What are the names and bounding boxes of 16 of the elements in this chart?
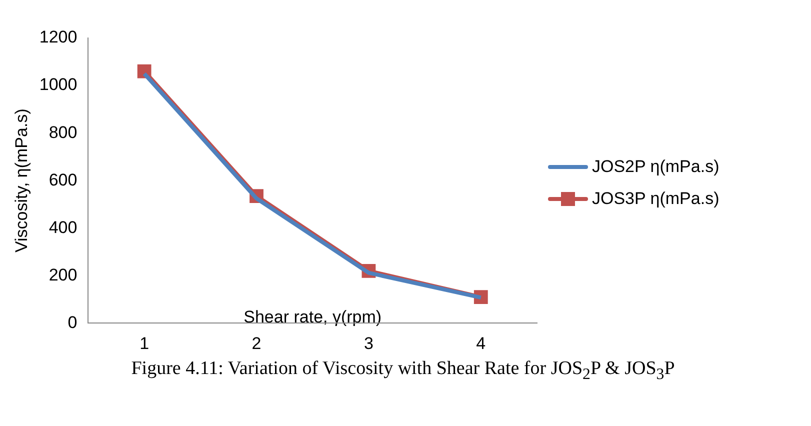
x-tick-label: 3: [364, 334, 374, 354]
legend-label: JOS3P η(mPa.s): [592, 189, 720, 209]
y-tick-label: 200: [48, 265, 78, 284]
x-axis-title: Shear rate, γ(rpm): [244, 307, 382, 326]
y-tick-label: 1000: [39, 75, 78, 94]
x-tick-label: 2: [252, 334, 262, 354]
y-tick-label: 0: [68, 312, 78, 332]
legend-label: JOS2P η(mPa.s): [592, 157, 720, 177]
y-axis-title: Viscosity, η(mPa.s): [12, 108, 31, 253]
y-tick-label: 600: [48, 170, 78, 190]
y-tick-label: 1200: [39, 28, 78, 47]
x-tick-label: 1: [140, 334, 150, 354]
y-tick-label: 400: [48, 218, 78, 237]
y-tick-label: 800: [48, 122, 78, 142]
x-tick-label: 4: [476, 334, 486, 354]
caption: Figure 4.11: Variation of Viscosity with Shear Rate for JOS$_{2}$P & JOS$_{3}$P: [130, 358, 676, 384]
